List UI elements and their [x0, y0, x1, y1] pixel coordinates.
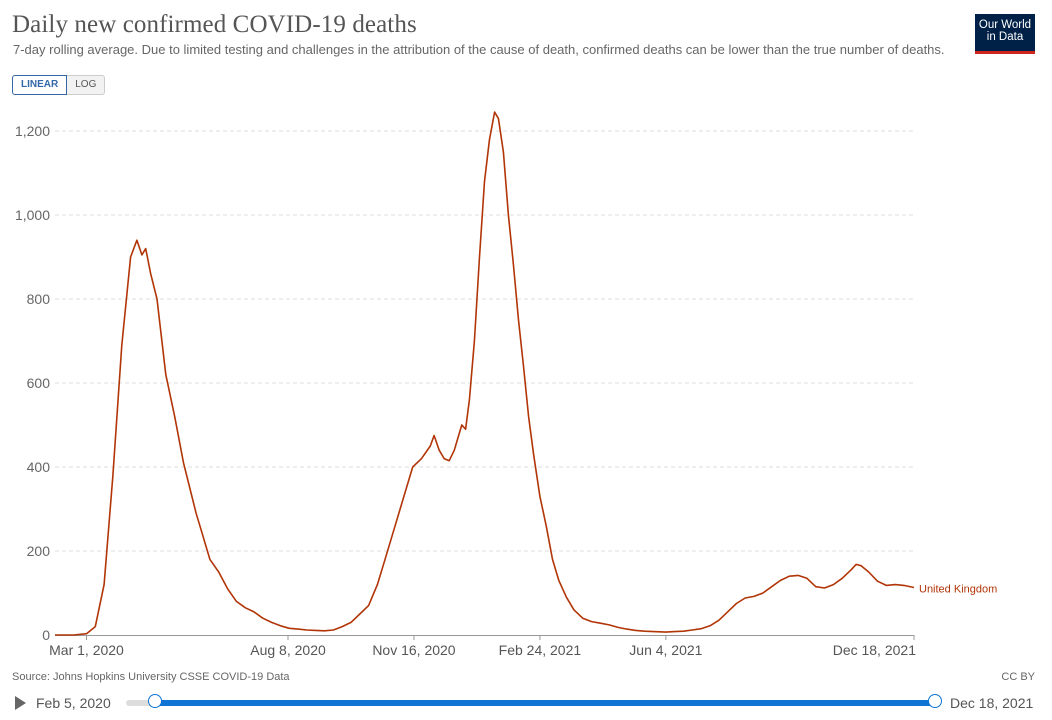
- series-layer: United Kingdom: [55, 111, 997, 636]
- logo-line-1: Our World: [978, 19, 1032, 31]
- timeline-end-label: Dec 18, 2021: [950, 695, 1034, 711]
- x-tick-label: Aug 8, 2020: [250, 642, 326, 658]
- linear-scale-button[interactable]: LINEAR: [12, 75, 68, 95]
- timeline: Feb 5, 2020 Dec 18, 2021: [0, 690, 1052, 720]
- line-chart: 0 200 400 600 800 1,000 1,200 Mar 1, 2020 Aug 8…: [15, 111, 997, 658]
- x-tick-label: Jun 4, 2021: [629, 642, 702, 658]
- chart-subtitle: 7-day rolling average. Due to limited te…: [13, 42, 945, 57]
- play-icon[interactable]: [15, 696, 26, 710]
- series-end-label: United Kingdom: [919, 584, 997, 596]
- x-axis: Mar 1, 2020 Aug 8, 2020 Nov 16, 2020 Feb 24…: [49, 635, 916, 658]
- timeline-end-handle[interactable]: [928, 694, 942, 708]
- series-line-united-kingdom[interactable]: [55, 111, 915, 636]
- y-axis: 0 200 400 600 800 1,000 1,200: [15, 123, 50, 643]
- scale-toggle: LINEAR LOG: [12, 75, 106, 95]
- gridlines: [55, 130, 914, 552]
- y-tick-label: 400: [27, 459, 51, 475]
- timeline-start-label: Feb 5, 2020: [36, 695, 111, 711]
- timeline-selected-range: [155, 700, 935, 706]
- x-tick-label: Dec 18, 2021: [833, 642, 916, 658]
- logo-line-2: in Data: [986, 31, 1024, 43]
- x-tick-label: Nov 16, 2020: [372, 642, 455, 658]
- log-scale-button[interactable]: LOG: [67, 75, 106, 95]
- chart-title: Daily new confirmed COVID-19 deaths: [12, 11, 417, 38]
- our-world-in-data-logo[interactable]: Our World in Data: [975, 14, 1035, 54]
- y-tick-label: 600: [27, 375, 51, 391]
- license-link[interactable]: CC BY: [1001, 671, 1035, 683]
- y-tick-label: 1,200: [15, 123, 50, 139]
- y-tick-label: 0: [42, 627, 50, 643]
- source-note: Source: Johns Hopkins University CSSE CO…: [12, 671, 290, 683]
- x-tick-label: Feb 24, 2021: [499, 642, 582, 658]
- y-tick-label: 200: [27, 543, 51, 559]
- y-tick-label: 800: [27, 291, 51, 307]
- timeline-start-handle[interactable]: [148, 694, 162, 708]
- x-tick-label: Mar 1, 2020: [49, 642, 124, 658]
- y-tick-label: 1,000: [15, 207, 50, 223]
